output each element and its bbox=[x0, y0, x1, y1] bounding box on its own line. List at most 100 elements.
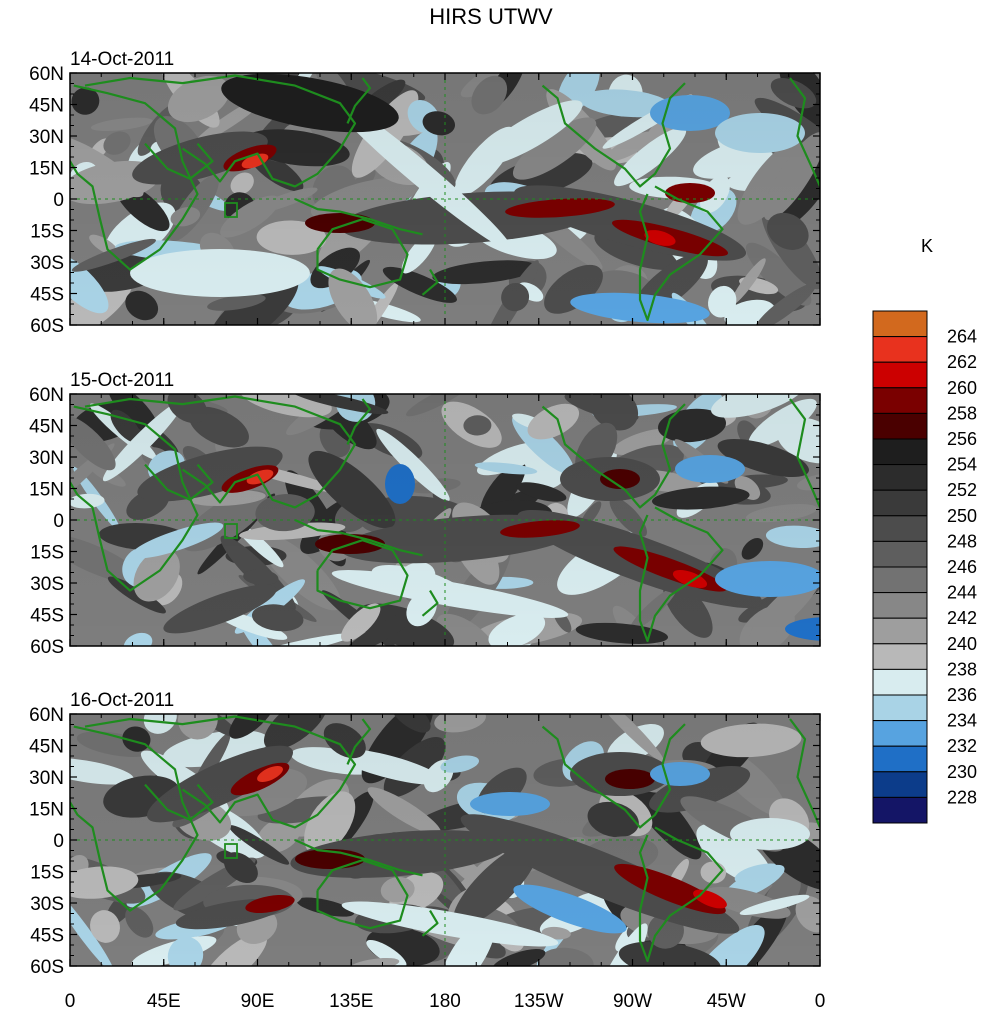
colorbar-swatch bbox=[872, 771, 928, 798]
latitude-label: 45N bbox=[29, 96, 64, 117]
coastline bbox=[70, 725, 199, 912]
colorbar-swatch bbox=[872, 592, 928, 619]
latitude-label: 45S bbox=[30, 606, 64, 627]
latitude-label: 60N bbox=[29, 385, 64, 406]
colorbar-level-label: 264 bbox=[947, 327, 977, 347]
latitude-label: 60S bbox=[30, 637, 64, 658]
latitude-label: 30S bbox=[30, 894, 64, 915]
latitude-label: 30N bbox=[29, 127, 64, 148]
coastline bbox=[294, 518, 423, 557]
colorbar-level-label: 258 bbox=[947, 403, 977, 423]
colorbar-swatch bbox=[872, 336, 928, 363]
longitude-label: 90W bbox=[613, 991, 652, 1012]
colorbar-level-label: 250 bbox=[947, 506, 977, 526]
colorbar-level-label: 252 bbox=[947, 480, 977, 500]
coastline bbox=[346, 718, 372, 765]
longitude-axis: 0 45E 90E 135E 180 135W 90W 45W 0 bbox=[65, 991, 826, 1012]
map-panel-1: 14-Oct-2011 60N 45N 30N 15N 0 15S 30S 45S 60S bbox=[29, 49, 821, 337]
colorbar-level-label: 262 bbox=[947, 352, 977, 372]
colorbar-level-label: 246 bbox=[947, 557, 977, 577]
latitude-label: 30S bbox=[30, 253, 64, 274]
longitude-label: 45E bbox=[147, 991, 181, 1012]
colorbar-swatch bbox=[872, 310, 928, 338]
colorbar-swatch bbox=[872, 387, 928, 414]
coastline bbox=[541, 82, 686, 188]
colorbar-swatch bbox=[872, 668, 928, 696]
latitude-label: 30N bbox=[29, 768, 64, 789]
colorbar-level-label: 256 bbox=[947, 429, 977, 449]
coastline bbox=[789, 77, 820, 187]
colorbar-swatch bbox=[872, 720, 928, 747]
latitude-label: 45N bbox=[29, 417, 64, 438]
contour-field bbox=[70, 73, 820, 325]
latitude-label: 45N bbox=[29, 737, 64, 758]
colorbar-swatch bbox=[872, 796, 928, 824]
coastline bbox=[144, 463, 214, 501]
coastline bbox=[144, 783, 214, 821]
colorbar-swatch bbox=[872, 745, 928, 773]
map-panel-3: 16-Oct-2011 60N 45N 30N 15N 0 15S 30S 45S 60S bbox=[29, 690, 821, 978]
coastline bbox=[144, 142, 214, 180]
longitude-label: 0 bbox=[815, 991, 826, 1012]
coastlines bbox=[70, 74, 820, 322]
colorbar-swatch bbox=[872, 412, 928, 440]
map-panel-2: 15-Oct-2011 60N 45N 30N 15N 0 15S 30S 45S 60S bbox=[29, 370, 821, 658]
coastline bbox=[316, 859, 409, 930]
coastline bbox=[70, 405, 199, 592]
colorbar-unit: K bbox=[921, 236, 933, 256]
colorbar-swatch bbox=[872, 617, 928, 645]
coastline bbox=[70, 84, 199, 271]
colorbar-swatch bbox=[872, 438, 928, 466]
colorbar-level-label: 242 bbox=[947, 608, 977, 628]
latitude-label: 15S bbox=[30, 222, 64, 243]
region-box bbox=[224, 202, 238, 218]
latitude-label: 45S bbox=[30, 926, 64, 947]
longitude-label: 90E bbox=[241, 991, 275, 1012]
coastlines bbox=[70, 715, 820, 963]
coastline bbox=[541, 723, 686, 829]
latitude-label: 0 bbox=[53, 190, 64, 211]
coastline bbox=[346, 398, 372, 445]
coastline bbox=[638, 185, 724, 322]
colorbar-level-label: 248 bbox=[947, 531, 977, 551]
colorbar-swatch bbox=[872, 489, 928, 517]
colorbar-swatch bbox=[872, 694, 928, 722]
panel-date: 16-Oct-2011 bbox=[70, 690, 174, 711]
coastline bbox=[789, 718, 820, 828]
latitude-label: 15N bbox=[29, 480, 64, 501]
latitude-label: 15S bbox=[30, 543, 64, 564]
latitude-label: 0 bbox=[53, 831, 64, 852]
panel-date: 15-Oct-2011 bbox=[70, 370, 174, 391]
figure-title: HIRS UTWV bbox=[429, 4, 553, 29]
colorbar-level-label: 230 bbox=[947, 762, 977, 782]
coastline bbox=[346, 77, 372, 124]
colorbar-level-label: 232 bbox=[947, 736, 977, 756]
coastline bbox=[84, 395, 357, 509]
latitude-label: 30S bbox=[30, 574, 64, 595]
contour-field bbox=[70, 394, 820, 646]
coastlines bbox=[70, 395, 820, 643]
coastline bbox=[421, 590, 439, 617]
coastline bbox=[84, 715, 357, 829]
longitude-label: 45W bbox=[707, 991, 746, 1012]
colorbar-swatch bbox=[872, 540, 928, 568]
colorbar-level-label: 234 bbox=[947, 711, 977, 731]
colorbar-swatch bbox=[872, 464, 928, 491]
colorbar-swatch bbox=[872, 361, 928, 389]
region-box bbox=[224, 523, 238, 539]
colorbar-level-label: 254 bbox=[947, 455, 977, 475]
latitude-label: 15N bbox=[29, 159, 64, 180]
longitude-label: 135E bbox=[329, 991, 373, 1012]
region-box bbox=[224, 843, 238, 859]
coastline bbox=[421, 910, 439, 937]
latitude-label: 60S bbox=[30, 957, 64, 978]
colorbar-level-label: 244 bbox=[947, 583, 977, 603]
latitude-label: 30N bbox=[29, 448, 64, 469]
latitude-label: 60N bbox=[29, 705, 64, 726]
coastline bbox=[294, 838, 423, 877]
contour-field bbox=[70, 714, 820, 966]
colorbar-swatch bbox=[872, 643, 928, 670]
longitude-label: 180 bbox=[429, 991, 461, 1012]
latitude-label: 0 bbox=[53, 511, 64, 532]
